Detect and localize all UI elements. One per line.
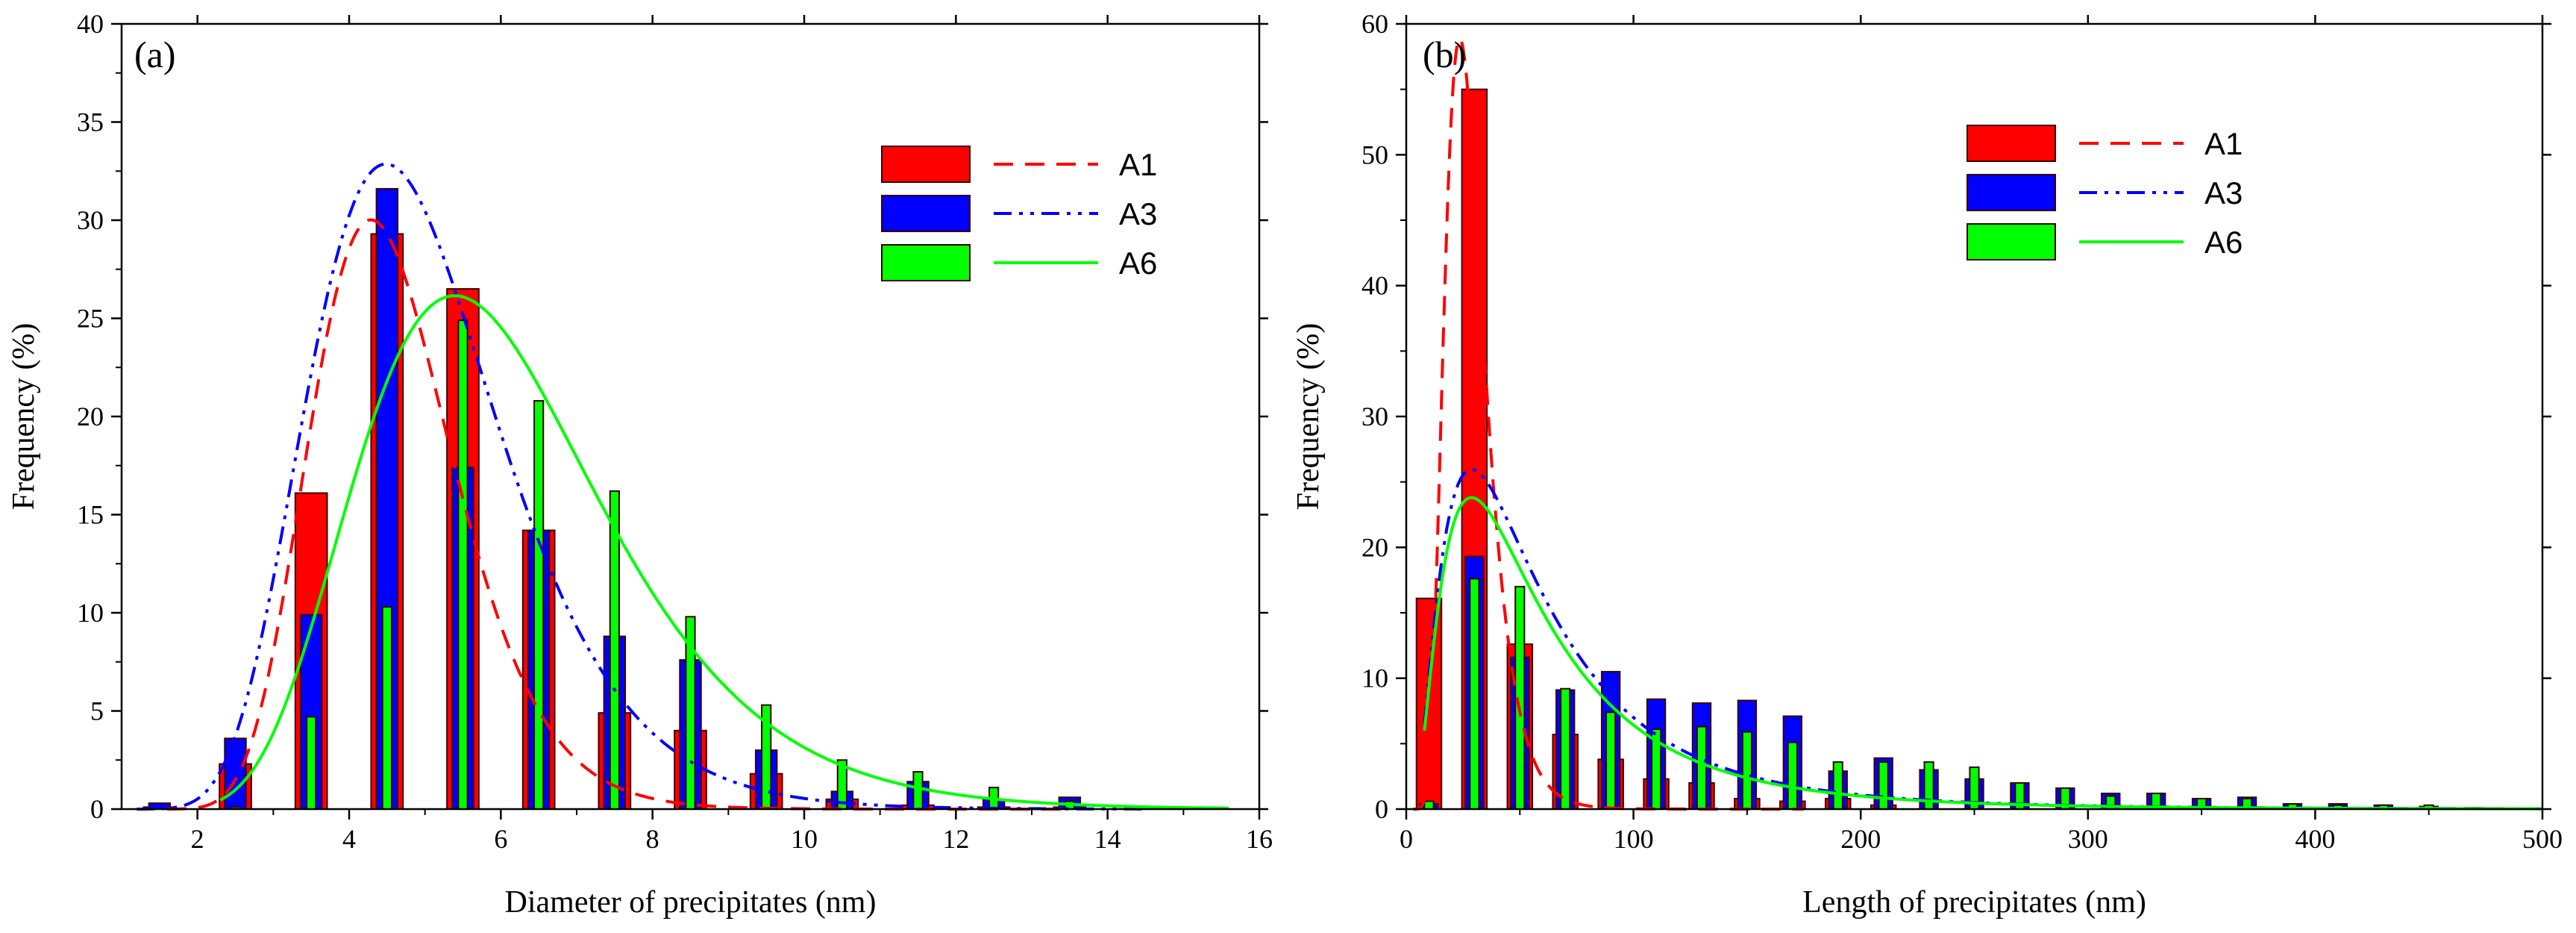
bars-group — [1415, 88, 2484, 811]
bar-a6 — [1741, 731, 1752, 811]
fit-curve-a6 — [1423, 496, 2542, 811]
x-axis-title: Length of precipitates (nm) — [1802, 885, 2146, 920]
x-tick-label: 200 — [1840, 824, 1881, 854]
y-tick-label: 10 — [77, 598, 104, 628]
legend-entry-a6: A6 — [881, 244, 1157, 281]
bar-a6 — [306, 716, 317, 811]
bar-a6 — [1423, 800, 1435, 810]
x-tick-label: 100 — [1614, 824, 1654, 854]
x-tick-label: 400 — [2295, 824, 2335, 854]
bar-a6 — [1832, 761, 1843, 811]
chart-panel-b: 0 100 200 300 400 500 0 10 20 30 40 50 60 (b) Length… — [1291, 9, 2563, 920]
fit-curve-a6 — [219, 294, 1229, 810]
bar-a3 — [224, 737, 247, 811]
legend-swatch-a1 — [881, 146, 971, 183]
y-tick-label: 60 — [1361, 9, 1388, 39]
x-tick-label: 10 — [791, 824, 818, 854]
legend-swatch-a1 — [1967, 125, 2056, 162]
legend-entry-a1: A1 — [1967, 125, 2243, 162]
x-tick-label: 300 — [2068, 824, 2108, 854]
legend-swatch-a3 — [881, 195, 971, 232]
bar-a6 — [1696, 726, 1708, 810]
legend-label-a1: A1 — [1119, 147, 1157, 182]
y-tick-label: 40 — [1361, 271, 1388, 301]
y-tick-label: 10 — [1361, 664, 1388, 693]
legend-swatch-a6 — [1967, 223, 2056, 260]
bar-a6 — [912, 771, 924, 811]
legend-label-a3: A3 — [2204, 175, 2243, 210]
bar-a6 — [1605, 711, 1617, 811]
y-tick-label: 35 — [77, 107, 104, 137]
bar-a3 — [1782, 715, 1803, 810]
x-tick-label: 4 — [342, 824, 356, 854]
y-tick-label: 50 — [1361, 140, 1388, 169]
x-tick-label: 16 — [1246, 824, 1273, 854]
y-tick-label: 15 — [77, 500, 104, 530]
x-tick-label: 6 — [494, 824, 507, 854]
x-tick-label: 0 — [1400, 824, 1413, 854]
y-axis-title: Frequency (%) — [1291, 323, 1326, 511]
y-tick-label: 30 — [77, 205, 104, 235]
bar-a6 — [457, 319, 468, 810]
bar-a1 — [1415, 597, 1443, 810]
x-tick-label: 500 — [2522, 824, 2563, 854]
x-tick-label: 8 — [646, 824, 659, 854]
bar-a6 — [1878, 761, 1889, 811]
x-tick-label: 14 — [1094, 824, 1121, 854]
y-tick-label: 0 — [90, 794, 104, 824]
y-tick-label: 20 — [1361, 532, 1388, 562]
fit-curve-a3 — [137, 162, 1146, 811]
fit-curve-a3 — [1423, 467, 2542, 811]
legend-entry-a6: A6 — [1967, 223, 2243, 260]
legend-entry-a1: A1 — [881, 146, 1157, 183]
bar-a6 — [381, 606, 392, 810]
x-axis-title: Diameter of precipitates (nm) — [505, 885, 877, 920]
legend: A1 A3 A6 — [1967, 125, 2243, 260]
chart-panel-a: 2 4 6 8 10 12 14 16 0 5 10 15 20 25 30 35 40 (a) Diamete… — [7, 9, 1273, 920]
legend-entry-a3: A3 — [881, 195, 1157, 232]
legend: A1 A3 A6 — [881, 146, 1157, 281]
legend-label-a6: A6 — [1119, 246, 1157, 281]
bar-a6 — [1560, 687, 1571, 811]
y-tick-label: 5 — [90, 696, 104, 726]
legend-swatch-a6 — [881, 244, 971, 281]
legend-label-a6: A6 — [2204, 225, 2243, 260]
legend-swatch-a3 — [1967, 174, 2056, 211]
bar-a6 — [533, 399, 545, 810]
bars-group — [142, 187, 1087, 811]
bar-a6 — [1469, 578, 1480, 810]
legend-label-a1: A1 — [2204, 126, 2243, 161]
x-tick-label: 2 — [191, 824, 204, 854]
y-tick-label: 30 — [1361, 402, 1388, 431]
axes-group: 2 4 6 8 10 12 14 16 0 5 10 15 20 25 30 35 40 — [77, 9, 1273, 854]
bar-a6 — [1787, 741, 1798, 811]
legend-entry-a3: A3 — [1967, 174, 2243, 211]
y-tick-label: 20 — [77, 402, 104, 431]
y-tick-label: 40 — [77, 9, 104, 39]
bar-a6 — [609, 490, 620, 810]
x-tick-label: 12 — [942, 824, 969, 854]
axes-group: 0 100 200 300 400 500 0 10 20 30 40 50 60 — [1361, 9, 2563, 854]
panel-label: (b) — [1423, 34, 1466, 75]
y-tick-label: 0 — [1375, 794, 1388, 824]
panel-label: (a) — [134, 34, 176, 75]
y-axis-title: Frequency (%) — [7, 323, 41, 511]
y-tick-label: 25 — [77, 304, 104, 334]
legend-label-a3: A3 — [1119, 196, 1157, 231]
